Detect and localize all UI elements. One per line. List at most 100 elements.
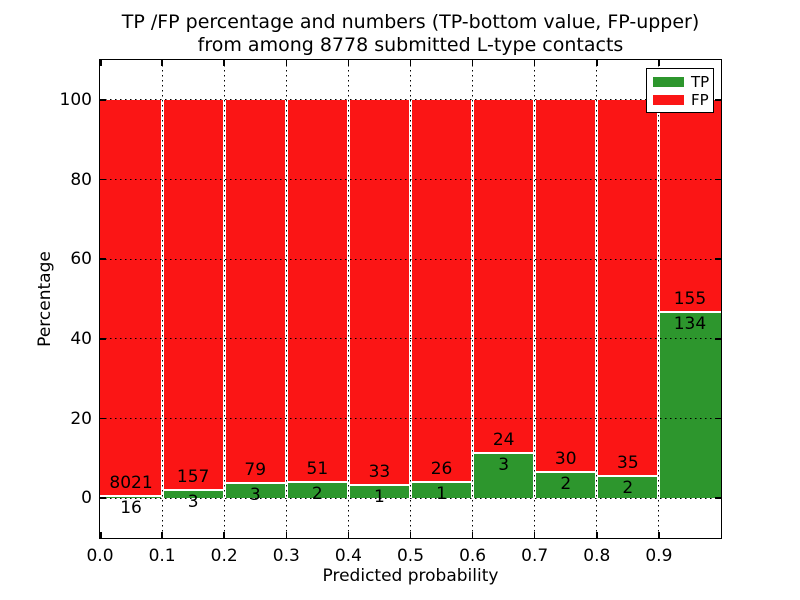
bar-label-tp: 16 [120,498,142,519]
bar-segment-fp [472,99,535,452]
x-tick-label: 0.5 [396,546,425,566]
x-tick-mark [347,532,350,538]
bar-segment-tp [658,313,721,499]
y-tick-mark [715,338,721,340]
bar-label-fp: 79 [244,459,267,480]
y-tick-label: 100 [59,89,92,110]
y-tick-mark [715,417,721,420]
y-tick-mark [100,258,106,260]
chart-title: TP /FP percentage and numbers (TP-bottom… [100,11,721,57]
bar-label-tp: 2 [622,477,634,498]
grid-line-horizontal [100,99,721,101]
y-tick-mark [100,338,106,340]
bar-label-fp: 24 [492,429,515,450]
bar-segment-tp [286,483,349,499]
legend-label-tp: TP [691,72,710,91]
plot-area: 8021 16 157 3 79 3 51 2 33 1 26 1 24 3 30 2 35 2 155 134 [100,60,721,538]
bar-segment-fp [162,99,225,489]
grid-line-vertical [347,60,349,538]
x-tick-mark [409,60,412,66]
bar-segment-edge [348,484,411,487]
grid-line-horizontal [100,418,721,419]
x-tick-label: 0.1 [148,546,176,566]
y-tick-label: 60 [70,249,92,270]
grid-line-vertical [161,60,163,538]
legend-entry-tp: TP [653,74,713,90]
bar-segment-fp [224,99,287,482]
grid-line-vertical [534,60,536,538]
legend: TP FP [646,68,714,113]
y-tick-mark [715,178,721,181]
bar-label-fp: 155 [673,289,707,310]
grid-line-horizontal [100,179,721,180]
y-tick-label: 20 [70,408,92,429]
x-tick-label: 0.6 [459,546,487,566]
x-tick-label: 0.7 [521,546,549,566]
bar-label-tp: 3 [249,484,261,505]
x-tick-mark [471,532,474,538]
bar-segment-fp [348,99,411,485]
bar-segment-tp [596,476,659,499]
bar-segment-fp [658,99,721,312]
bar-segment-edge [534,471,597,474]
bar-label-fp: 30 [554,449,577,470]
bar-segment-tp [348,486,411,499]
grid-line-vertical [285,60,287,538]
grid-line-vertical [658,60,660,538]
legend-swatch-fp [653,95,684,105]
bar-label-tp: 1 [374,487,385,508]
y-tick-mark [715,497,721,499]
x-axis-label: Predicted probability [322,566,499,586]
bar-segment-fp [596,99,659,475]
y-tick-label: 80 [70,169,92,190]
grid-line-vertical [596,60,598,538]
x-tick-label: 0.3 [272,546,300,566]
x-tick-mark [596,60,598,66]
bar-segment-edge [472,451,535,454]
bar-segment-tp [224,483,287,499]
x-tick-mark [471,60,474,66]
bar-segment-edge [162,488,225,491]
x-tick-mark [223,532,225,538]
bar-segment-fp [534,99,597,472]
bar-label-fp: 8021 [109,473,153,494]
bar-segment-edge [596,474,659,477]
legend-entry-fp: FP [653,92,713,108]
bar-segment-edge [658,311,721,314]
grid-line-horizontal [100,497,721,499]
x-tick-label: 0.8 [583,546,611,566]
y-tick-mark [715,258,721,260]
x-tick-mark [409,532,412,538]
bar-label-fp: 33 [368,462,391,483]
y-tick-label: 40 [70,328,92,349]
bar-label-tp: 1 [436,484,447,505]
bar-label-tp: 3 [498,454,510,475]
x-tick-label: 0.2 [210,546,238,566]
bar-label-fp: 35 [617,452,639,473]
y-tick-label: 0 [81,488,92,509]
grid-line-vertical [410,60,411,538]
grid-line-horizontal [100,258,721,260]
bar-segment-edge [286,481,349,484]
legend-label-fp: FP [691,90,709,109]
y-tick-mark [100,497,106,499]
grid-line-vertical [472,60,474,538]
x-tick-mark [533,532,536,538]
x-tick-mark [100,60,102,66]
x-tick-mark [285,60,288,66]
bar-segment-tp [162,490,225,499]
bar-segment-edge [224,481,287,484]
bar-label-fp: 157 [176,466,210,487]
grid-line-vertical [223,60,225,538]
x-tick-mark [100,532,102,538]
bar-segment-tp [534,473,597,499]
x-tick-mark [658,60,660,66]
bar-segment-tp [472,453,535,499]
bar-segment-fp [100,99,163,496]
x-tick-mark [347,60,350,66]
y-tick-mark [100,99,106,101]
x-tick-label: 0.0 [86,546,114,566]
bar-segment-edge [410,481,473,484]
x-tick-mark [223,60,225,66]
